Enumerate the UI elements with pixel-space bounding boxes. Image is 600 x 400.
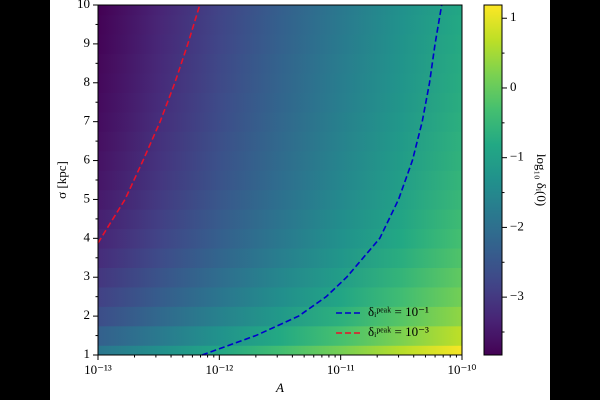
- y-axis-label: σ [kpc]: [54, 161, 69, 199]
- contours: [97, 4, 443, 356]
- heatmap-row: [98, 72, 462, 93]
- y-tick-label: 8: [84, 74, 91, 89]
- heatmap-row: [98, 189, 462, 210]
- y-tick-label: 7: [84, 113, 91, 128]
- y-tick-label: 1: [84, 346, 91, 361]
- heatmap-row: [98, 4, 462, 16]
- heatmap-row: [98, 53, 462, 74]
- heatmap-row: [98, 130, 462, 152]
- x-axis-label: A: [275, 380, 284, 395]
- heatmap: [98, 4, 462, 356]
- colorbar-tick-label: 1: [510, 9, 517, 24]
- heatmap-row: [98, 208, 462, 230]
- y-tick-label: 9: [84, 35, 91, 50]
- heatmap-row: [98, 267, 462, 288]
- heatmap-row: [98, 286, 462, 307]
- x-tick-label: 10⁻¹³: [84, 362, 112, 377]
- x-tick-label: 10⁻¹⁰: [448, 362, 477, 377]
- y-tick-label: 4: [84, 229, 91, 244]
- y-tick-label: 2: [84, 307, 91, 322]
- y-tick-label: 5: [84, 190, 91, 205]
- heatmap-row: [98, 228, 462, 249]
- heatmap-row: [98, 111, 462, 132]
- heatmap-row: [98, 344, 462, 356]
- colorbar-label: log₁₀ δᵢ(0): [534, 154, 549, 206]
- legend-label: δᵢᵖᵉᵃᵏ = 10⁻¹: [368, 304, 429, 319]
- heatmap-row: [98, 325, 462, 346]
- x-tick-label: 10⁻¹¹: [327, 362, 355, 377]
- heatmap-row: [98, 305, 462, 327]
- colorbar-tick-label: −3: [510, 288, 524, 303]
- heatmap-row: [98, 33, 462, 55]
- heatmap-row: [98, 14, 462, 35]
- legend-label: δᵢᵖᵉᵃᵏ = 10⁻³: [368, 324, 429, 339]
- colorbar-tick-label: −2: [510, 218, 524, 233]
- heatmap-row: [98, 150, 462, 171]
- contour-line: [97, 4, 201, 244]
- heatmap-row: [98, 247, 462, 268]
- y-tick-label: 6: [84, 152, 91, 167]
- heatmap-row: [98, 169, 462, 191]
- heatmap-row: [98, 92, 462, 113]
- colorbar-tick-label: 0: [510, 79, 517, 94]
- x-tick-label: 10⁻¹²: [205, 362, 233, 377]
- y-tick-label: 10: [77, 0, 90, 11]
- colorbar: [483, 4, 503, 356]
- y-tick-label: 3: [84, 268, 91, 283]
- contour-line: [201, 4, 443, 356]
- colorbar-tick-label: −1: [510, 149, 524, 164]
